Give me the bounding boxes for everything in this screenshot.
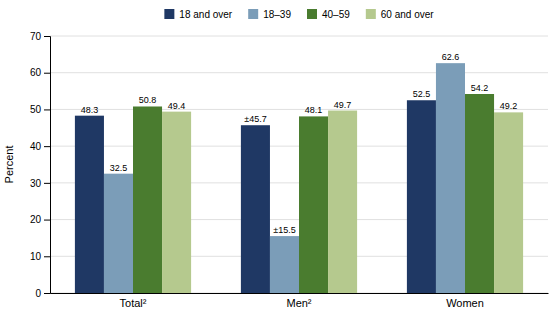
tick-label: 0 [35,288,41,299]
tick-mark [44,256,50,257]
legend-label: 60 and over [381,9,434,20]
data-label: 52.5 [413,89,431,99]
data-label: 50.8 [139,95,157,105]
bars [75,63,523,293]
data-label: ±15.5 [273,225,295,235]
bar [407,100,436,293]
grid-line [50,36,548,37]
tick: Men² [286,297,311,309]
bar [270,236,299,293]
data-label: 49.4 [168,101,186,111]
grid [50,36,548,293]
legend-swatch [307,9,317,19]
tick-label: 30 [30,178,42,189]
tick-label: 40 [30,141,42,152]
legend-item: 60 and over [366,9,434,20]
data-label: 49.2 [500,101,518,111]
legend-label: 40–59 [322,9,350,20]
legend-swatch [164,9,174,19]
tick-mark [44,36,50,37]
legend-label: 18 and over [179,9,232,20]
y-axis: 0 10 20 30 40 50 60 70 [30,31,51,299]
data-label: 49.7 [334,100,352,110]
tick-label: Women [446,297,484,309]
tick-label: 10 [30,251,42,262]
data-label: ±45.7 [244,114,266,124]
tick: Women [446,297,484,309]
x-axis: Total² Men² Women [51,294,549,309]
data-label: 48.1 [305,105,323,115]
legend-swatch [248,9,258,19]
legend-item: 18 and over [164,9,232,20]
bar [162,112,191,293]
chart: 48.3 ±45.7 52.5 32.5 ±15.5 62.6 50.8 48.1 54.2 49… [0,0,560,319]
tick: 70 [30,31,50,42]
tick: 40 [30,141,50,152]
tick-mark [44,220,50,221]
plot: 48.3 ±45.7 52.5 32.5 ±15.5 62.6 50.8 48.1 54.2 49… [30,31,549,309]
bar [299,116,328,293]
legend-label: 18–39 [263,9,291,20]
bar [494,112,523,293]
data-labels: 48.3 ±45.7 52.5 32.5 ±15.5 62.6 50.8 48.1 54.2 49… [81,52,518,235]
axis-line [51,293,549,294]
bar [436,63,465,293]
tick-label: Men² [286,297,311,309]
tick-label: 50 [30,104,42,115]
tick: 10 [30,251,50,262]
axis-line [44,37,51,294]
legend-swatch [366,9,376,19]
data-label: 32.5 [110,163,128,173]
bar [75,116,104,293]
tick: 50 [30,104,50,115]
grid-line [50,72,548,73]
tick-mark [44,73,50,74]
bar [241,125,270,293]
tick-mark [44,293,50,294]
legend: 18 and over 18–39 40–59 60 and over [164,9,434,20]
tick: 0 [35,288,50,299]
tick: 60 [30,67,50,78]
bar [133,106,162,293]
bar [465,94,494,293]
tick: 20 [30,214,50,225]
data-label: 62.6 [442,52,460,62]
legend-item: 40–59 [307,9,350,20]
tick-label: 60 [30,67,42,78]
tick: 30 [30,178,50,189]
bar [104,174,133,293]
legend-item: 18–39 [248,9,291,20]
tick-mark [44,146,50,147]
tick-mark [44,183,50,184]
tick: Total² [120,297,147,309]
tick-label: 70 [30,31,42,42]
tick-mark [44,109,50,110]
data-label: 48.3 [81,105,99,115]
tick-label: 20 [30,214,42,225]
data-label: 54.2 [471,83,489,93]
bar [328,111,357,293]
axis-title: Percent [3,146,15,184]
tick-label: Total² [120,297,147,309]
